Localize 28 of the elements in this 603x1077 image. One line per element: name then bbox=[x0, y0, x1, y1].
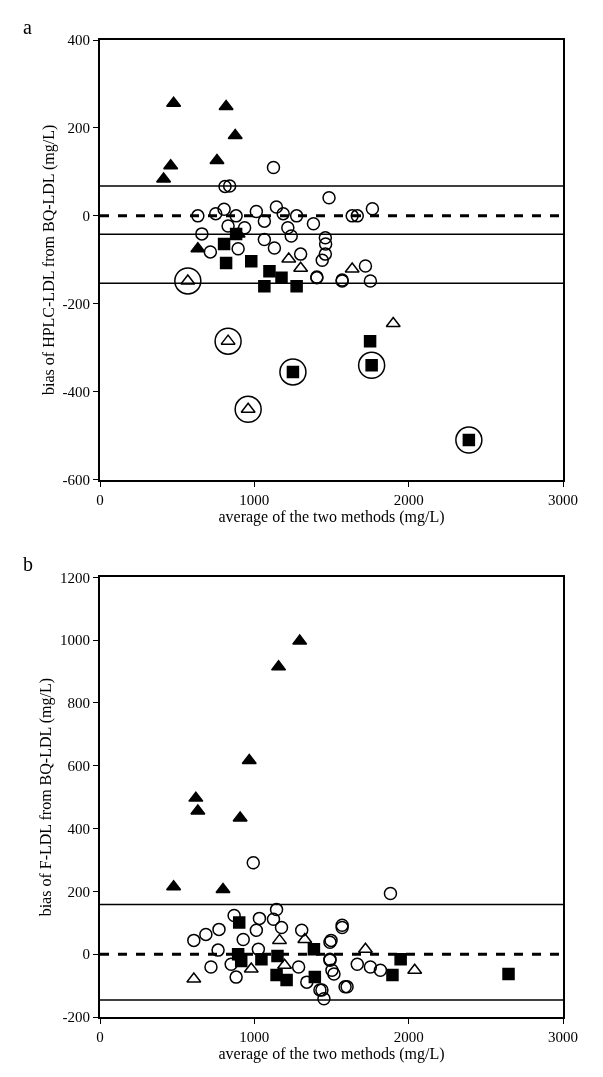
y-axis-title: bias of F-LDL from BQ-LDL (mg/L) bbox=[37, 678, 56, 917]
chart-title: b bbox=[23, 553, 33, 575]
x-axis-title: average of the two methods (mg/L) bbox=[218, 1045, 445, 1064]
x-tick-label: 3000 bbox=[548, 491, 578, 508]
y-tick-label: 400 bbox=[67, 820, 90, 837]
y-axis-title: bias of HPLC-LDL from BQ-LDL (mg/L) bbox=[39, 124, 58, 395]
y-tick-label: 200 bbox=[67, 120, 90, 137]
x-tick-label: 2000 bbox=[393, 1029, 424, 1045]
x-axis-title: average of the two methods (mg/L) bbox=[218, 507, 445, 526]
x-tick-label: 2000 bbox=[393, 491, 424, 508]
x-tick-label: 0 bbox=[96, 491, 104, 508]
y-tick-label: -600 bbox=[62, 471, 90, 488]
y-tick-label: 1000 bbox=[60, 632, 90, 649]
y-tick-label: 200 bbox=[67, 883, 90, 900]
y-tick-label: 400 bbox=[67, 32, 90, 49]
x-tick-label: 1000 bbox=[239, 1029, 270, 1045]
y-tick-label: 800 bbox=[67, 695, 90, 712]
x-tick-label: 1000 bbox=[239, 491, 270, 508]
y-tick-label: 0 bbox=[82, 946, 90, 963]
y-tick-label: -200 bbox=[62, 1009, 90, 1026]
x-tick-label: 3000 bbox=[548, 1029, 578, 1045]
y-tick-label: 1200 bbox=[60, 569, 90, 586]
y-tick-label: 600 bbox=[67, 758, 90, 775]
y-tick-label: 0 bbox=[82, 208, 90, 225]
y-tick-label: -200 bbox=[62, 296, 90, 313]
chart-title: a bbox=[23, 16, 32, 38]
y-tick-label: -400 bbox=[62, 383, 90, 400]
x-tick-label: 0 bbox=[96, 1029, 104, 1045]
